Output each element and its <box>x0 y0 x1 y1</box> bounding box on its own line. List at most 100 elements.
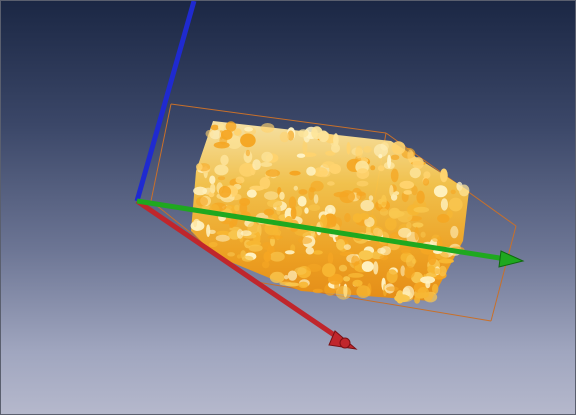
pore <box>416 190 425 204</box>
pore <box>406 221 412 230</box>
pore <box>384 217 397 231</box>
pore <box>438 265 447 277</box>
pore <box>409 167 421 179</box>
pore <box>398 227 412 238</box>
pore <box>260 123 275 133</box>
pore <box>279 191 285 200</box>
pore <box>433 185 448 198</box>
pore <box>241 255 254 262</box>
pore <box>298 237 313 244</box>
pore <box>391 141 406 155</box>
x-axis-line <box>135 198 348 346</box>
pore <box>348 273 364 278</box>
pore <box>450 225 459 239</box>
pore <box>373 261 379 275</box>
pore <box>422 178 430 186</box>
pore <box>450 189 456 195</box>
pore <box>264 191 279 201</box>
pore <box>297 196 307 207</box>
pore <box>352 279 363 287</box>
pore <box>296 153 306 158</box>
pore <box>379 255 389 261</box>
pore <box>267 235 283 240</box>
pore <box>298 129 309 138</box>
pore <box>361 261 374 272</box>
pore <box>414 226 419 241</box>
pore <box>380 246 391 256</box>
pore <box>312 288 323 294</box>
pore <box>338 264 348 272</box>
pore <box>249 185 265 191</box>
pore <box>312 250 323 255</box>
pore <box>306 166 316 176</box>
pore <box>412 222 424 228</box>
pore <box>407 149 414 162</box>
pore <box>458 184 470 197</box>
pore <box>386 286 399 292</box>
pore <box>344 213 351 223</box>
pore <box>235 176 245 184</box>
pore <box>313 167 328 177</box>
porous-volume <box>190 121 470 304</box>
pore <box>370 165 376 171</box>
pore <box>414 295 421 304</box>
pore <box>196 163 203 171</box>
pore <box>206 224 211 237</box>
pore <box>227 252 236 257</box>
pore <box>331 215 337 227</box>
pore <box>389 184 394 197</box>
pore <box>263 208 275 216</box>
pore <box>448 197 463 212</box>
pore <box>343 276 351 282</box>
pore <box>215 234 230 242</box>
pore <box>346 142 351 155</box>
pore <box>239 163 255 177</box>
pore <box>438 258 454 264</box>
pore <box>306 263 322 272</box>
pore <box>240 133 256 148</box>
pore <box>209 175 216 185</box>
pore <box>335 285 352 300</box>
pore <box>358 250 374 261</box>
pore <box>406 254 416 268</box>
pore <box>364 216 375 228</box>
pore <box>233 128 242 136</box>
pore <box>308 204 321 211</box>
pore <box>293 185 298 191</box>
pore <box>360 200 375 212</box>
pore <box>196 196 208 207</box>
pore <box>370 226 384 238</box>
pore <box>413 206 430 213</box>
pore <box>428 252 437 266</box>
pore <box>356 285 371 298</box>
pore <box>246 189 257 198</box>
pore <box>327 181 335 186</box>
pore <box>219 136 228 145</box>
pore <box>403 190 413 195</box>
pore <box>308 186 314 201</box>
pore <box>262 261 270 269</box>
pore <box>214 164 229 176</box>
pore <box>399 180 415 189</box>
pore <box>210 183 216 194</box>
pore <box>390 154 400 160</box>
pore <box>339 190 356 204</box>
pore <box>248 244 263 252</box>
pore <box>192 218 201 231</box>
pore <box>358 213 370 220</box>
pore <box>284 250 295 255</box>
y-axis-line <box>136 198 507 262</box>
pore <box>259 177 271 189</box>
pore <box>263 251 272 263</box>
pore <box>265 169 280 177</box>
pore <box>351 255 360 266</box>
pore <box>313 194 319 204</box>
pore <box>333 133 339 147</box>
pore <box>284 282 300 287</box>
pore <box>420 276 436 284</box>
pore <box>343 244 351 251</box>
pore <box>290 206 297 220</box>
pore <box>322 263 336 277</box>
